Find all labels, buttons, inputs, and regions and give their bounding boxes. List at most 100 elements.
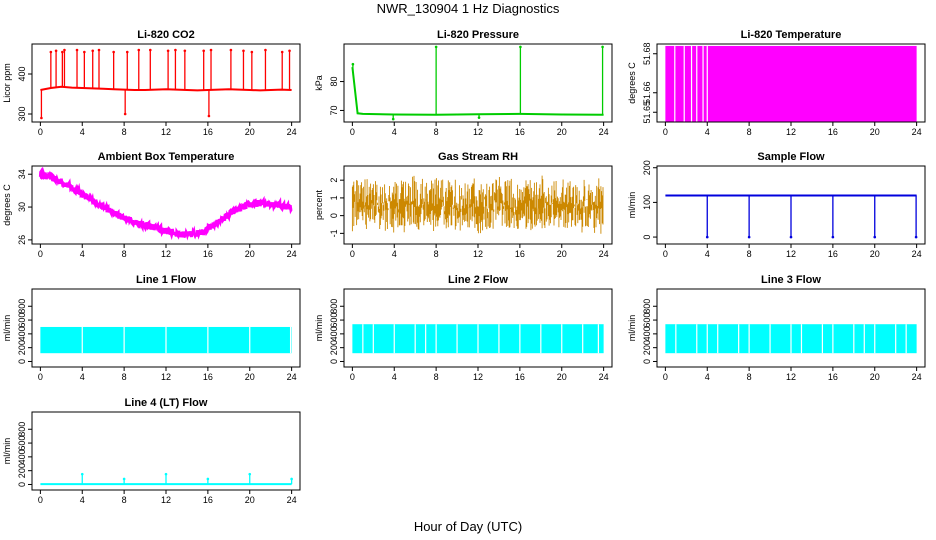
panel-0: Li-820 CO2 Licor ppm 0 4 8 12 16 20 24 300 400 [2,29,301,137]
panel-6: Line 1 Flow ml/min 0 4 8 12 16 20 24 0 20040060080… [2,274,301,382]
y-tick-label: 0 [642,235,652,240]
data-spike-point [202,49,205,53]
y-axis-label: degrees C [627,62,637,104]
x-tick-label: 12 [473,127,483,137]
x-tick-label: 16 [828,372,838,382]
y-tick-label: 51.66 [642,81,652,104]
panel-3: Ambient Box Temperature degrees C 0 4 8 12 16 2… [2,151,301,259]
y-tick-label: 800 [642,299,652,314]
x-tick-label: 0 [663,127,668,137]
data-spike-point [125,50,129,54]
x-tick-label: 20 [870,127,880,137]
x-axis-label: Hour of Day (UTC) [414,519,522,534]
y-tick-label: 70 [329,105,339,115]
panel-title: Line 3 Flow [761,274,821,286]
y-axis-label: degrees C [2,184,12,226]
data-spike-point [477,116,481,119]
data-spike-point [61,50,64,54]
data-spike-point [40,116,43,120]
panel-title: Line 1 Flow [136,274,196,286]
panel-2: Li-820 Temperature degrees C 0 4 8 12 16 20 24 51… [627,29,926,137]
panel-7: Line 2 Flow ml/min 0 4 8 12 16 20 24 0 20040060080… [314,274,613,382]
x-tick-label: 4 [705,127,710,137]
x-tick-label: 16 [828,249,838,259]
plot-frame [343,43,613,123]
data-spike-point [250,50,254,54]
x-tick-label: 12 [786,127,796,137]
x-tick-label: 0 [663,372,668,382]
y-tick-label: 34 [17,169,27,179]
data-spike-point [207,114,211,118]
x-tick-label: 8 [747,127,752,137]
y-tick-label: -1 [329,229,339,237]
data-band [351,175,604,234]
x-tick-label: 4 [392,127,397,137]
data-spike-point [789,235,793,239]
x-tick-label: 8 [122,127,127,137]
y-tick-label: 400 [17,326,27,341]
y-tick-label: 1 [329,195,339,200]
x-tick-label: 12 [161,127,171,137]
data-line [40,85,292,92]
x-tick-label: 16 [203,249,213,259]
y-tick-label: 80 [329,77,339,87]
plot-data [351,45,604,121]
x-tick-label: 4 [80,249,85,259]
data-spike-point [873,235,877,239]
y-tick-label: 30 [17,202,27,212]
x-tick-label: 0 [38,249,43,259]
y-axis-label: ml/min [2,315,12,342]
y-tick-label: 51.68 [642,42,652,65]
x-tick-label: 24 [599,127,609,137]
data-spike-point [519,45,522,49]
panel-1: Li-820 Pressure kPa 0 4 8 12 16 20 24 70 80 [314,29,613,137]
y-axis-label: percent [314,189,324,220]
data-spike-point [264,48,267,52]
y-tick-label: 200 [642,160,652,175]
data-spike-point [91,49,95,53]
x-tick-label: 4 [705,372,710,382]
y-tick-label: 100 [642,195,652,210]
x-tick-label: 0 [663,249,668,259]
data-spike-point [831,235,835,239]
x-tick-label: 20 [245,249,255,259]
x-tick-label: 4 [392,372,397,382]
data-spike-point [248,472,252,476]
y-tick-label: 51.65 [642,101,652,124]
x-tick-label: 0 [350,249,355,259]
y-tick-label: 600 [17,313,27,328]
x-tick-label: 20 [245,127,255,137]
x-tick-label: 12 [786,372,796,382]
x-tick-label: 4 [392,249,397,259]
x-tick-label: 20 [245,495,255,505]
data-spike-point [174,48,177,52]
x-tick-label: 24 [599,372,609,382]
data-line [351,66,604,116]
data-spike-point [97,48,101,52]
data-spike-point [54,49,58,53]
x-tick-label: 8 [434,127,439,137]
data-spike-point [280,50,284,54]
data-spike-point [206,477,210,481]
x-tick-label: 20 [557,127,567,137]
panel-title: Li-820 Temperature [741,29,842,41]
x-tick-label: 20 [870,249,880,259]
x-tick-label: 24 [287,372,297,382]
y-tick-label: 2 [329,178,339,183]
panel-title: Line 2 Flow [448,274,508,286]
x-tick-label: 20 [245,372,255,382]
x-tick-label: 16 [203,372,213,382]
plot-data [40,326,292,354]
x-tick-label: 12 [161,495,171,505]
y-tick-label: 0 [17,482,27,487]
panel-8: Line 3 Flow ml/min 0 4 8 12 16 20 24 0 20040060080… [627,274,926,382]
plot-data [40,472,293,486]
x-tick-label: 24 [912,127,922,137]
data-spike-point [166,49,170,53]
plot-data [40,48,292,120]
plot-data [38,166,293,241]
x-tick-label: 8 [122,372,127,382]
data-spike-point [112,50,115,54]
